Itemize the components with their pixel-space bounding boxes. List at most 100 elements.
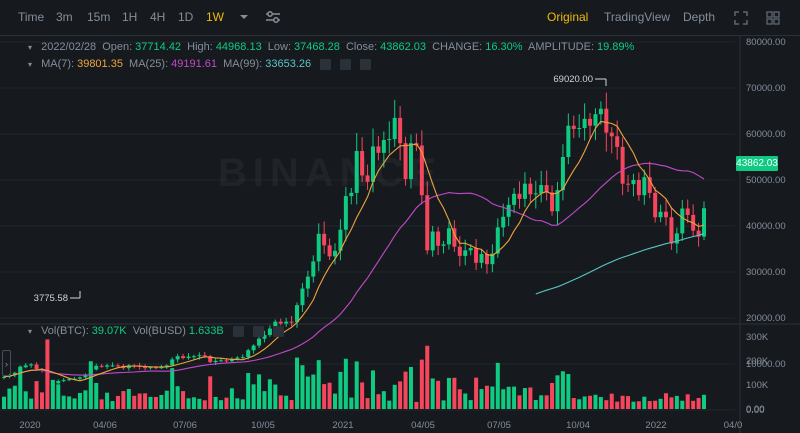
- candle-body: [262, 335, 267, 339]
- candle-body: [604, 108, 609, 133]
- volume-bar: [691, 400, 696, 409]
- volume-bar: [29, 398, 34, 409]
- time-tick-label: 04/06: [93, 420, 117, 431]
- candle-body: [484, 254, 489, 265]
- volume-bar: [2, 396, 6, 409]
- volume-tick-label: 300K: [746, 332, 769, 343]
- candle-body: [555, 190, 560, 212]
- view-depth[interactable]: Depth: [683, 10, 716, 24]
- time-axis: 2020 04/06 07/06 10/05 2021 04/05 07/05 10/04 20…: [19, 420, 742, 431]
- candle-body: [636, 180, 641, 196]
- volume-bar: [398, 381, 403, 409]
- interval-3m[interactable]: 3m: [56, 10, 73, 24]
- candle-body: [338, 229, 343, 251]
- interval-1h[interactable]: 1H: [122, 10, 138, 24]
- volume-bar: [593, 394, 598, 409]
- candlestick-chart[interactable]: BINANCE 69020.00 3775.58 80000.00 70000.0…: [0, 36, 800, 433]
- candle-body: [343, 196, 348, 230]
- time-tick-label: 04/0: [724, 420, 743, 431]
- legend-date: 2022/02/28: [41, 41, 97, 53]
- chart-toolbar: Time 3m 15m 1H 4H 1D 1W Original Trading…: [0, 0, 800, 36]
- legend-open: 37714.42: [135, 41, 182, 53]
- volume-bar: [598, 397, 603, 409]
- volume-bar: [235, 398, 240, 409]
- legend-high: 44968.13: [215, 41, 262, 53]
- volume-bar: [7, 388, 12, 409]
- indicator-settings-icon[interactable]: [265, 10, 281, 24]
- vol-legend-collapse-icon: ▾: [28, 327, 33, 336]
- volume-bar: [517, 395, 522, 409]
- volume-bar: [636, 401, 641, 409]
- ma-settings-icon[interactable]: [340, 58, 352, 70]
- volume-bar: [181, 391, 186, 409]
- candle-body: [528, 183, 533, 195]
- interval-1d[interactable]: 1D: [178, 10, 194, 24]
- volume-bar: [360, 382, 365, 409]
- candle-body: [582, 118, 587, 129]
- volume-bar: [620, 395, 625, 409]
- candle-body: [370, 146, 375, 182]
- candle-body: [403, 143, 408, 180]
- volume-bar: [479, 389, 484, 409]
- price-tick-label: 60000.00: [746, 129, 786, 140]
- candle-body: [126, 365, 131, 369]
- fullscreen-icon[interactable]: [734, 11, 748, 25]
- vol-settings-icon[interactable]: [252, 325, 264, 337]
- volume-axis: 300K 200K 100K 0.00: [746, 332, 769, 415]
- candle-body: [333, 250, 338, 257]
- candle-body: [631, 180, 636, 185]
- more-intervals-chevron-icon[interactable]: [239, 13, 249, 21]
- candle-body: [566, 125, 571, 157]
- candle-body: [175, 356, 180, 360]
- interval-1w[interactable]: 1W: [206, 10, 224, 24]
- chart-grid: [0, 36, 800, 433]
- volume-bar: [295, 357, 300, 409]
- candle-body: [289, 321, 294, 323]
- volume-bar: [164, 390, 169, 409]
- volume-bar: [387, 400, 392, 409]
- volume-bar: [105, 392, 110, 409]
- candle-body: [598, 108, 603, 115]
- volume-bar: [696, 397, 701, 409]
- view-tradingview[interactable]: TradingView: [604, 10, 671, 24]
- volume-bar: [202, 400, 207, 409]
- interval-time[interactable]: Time: [18, 10, 45, 24]
- volume-bar: [251, 384, 256, 409]
- candles: [2, 92, 706, 387]
- candle-body: [620, 146, 625, 184]
- vol-close-icon[interactable]: [272, 325, 284, 337]
- candle-body: [539, 185, 544, 194]
- volume-bar: [582, 396, 587, 409]
- interval-15m[interactable]: 15m: [87, 10, 111, 24]
- volume-bar: [191, 397, 196, 409]
- candle-body: [229, 358, 234, 362]
- volume-bar: [555, 375, 560, 409]
- volume-bar: [34, 381, 39, 409]
- volume-bar: [392, 384, 397, 409]
- volume-bar: [474, 377, 479, 409]
- candle-body: [560, 157, 565, 191]
- interval-4h[interactable]: 4H: [150, 10, 166, 24]
- candle-body: [398, 117, 403, 144]
- candle-body: [153, 367, 158, 369]
- volume-bar: [566, 374, 571, 409]
- ma-eye-icon[interactable]: [320, 58, 332, 70]
- volume-bar: [322, 384, 327, 409]
- volume-bar: [436, 380, 441, 409]
- candle-body: [170, 359, 175, 366]
- ma-close-icon[interactable]: [360, 58, 372, 70]
- volume-bar: [365, 398, 370, 409]
- candle-body: [381, 139, 386, 153]
- view-original[interactable]: Original: [547, 10, 589, 24]
- vol-eye-icon[interactable]: [232, 325, 244, 337]
- candle-body: [284, 321, 289, 324]
- volume-bar: [257, 374, 262, 409]
- volume-bar: [653, 400, 658, 409]
- volume-bar: [213, 396, 218, 409]
- candle-body: [588, 118, 593, 126]
- candle-body: [408, 143, 413, 180]
- volume-pane-toggle[interactable]: ›: [2, 350, 11, 376]
- layout-grid-icon[interactable]: [766, 11, 780, 25]
- volume-bar: [311, 374, 316, 409]
- volume-bar: [50, 379, 55, 409]
